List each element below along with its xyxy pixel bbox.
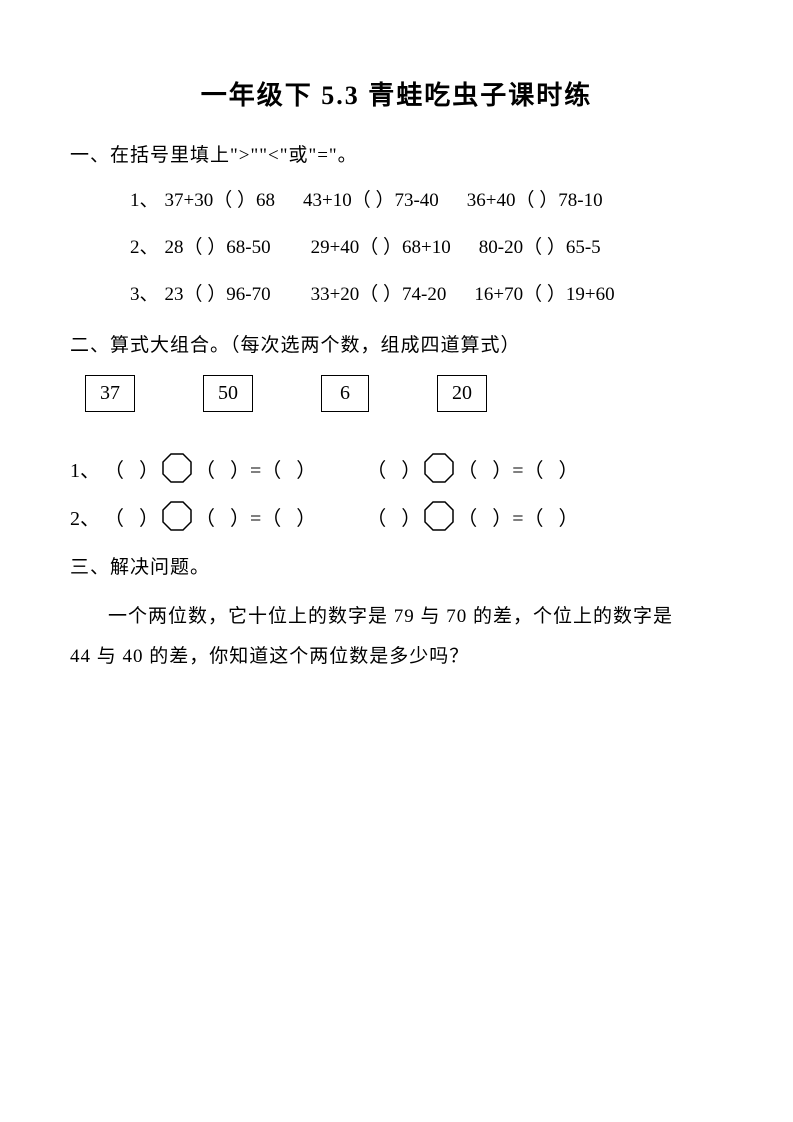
paren: （ ） [104,454,159,483]
comparison-item: 80-20（ ）65-5 [479,232,601,259]
comparison-item: 23（ ）96-70 [165,279,271,306]
row-number: 2、 [130,232,159,259]
problem-line1: 一个两位数，它十位上的数字是 79 与 70 的差，个位上的数字是 [70,597,723,637]
equation-row-1: 1、 （ ） （ ）=（ ） （ ） （ ）=（ ） [70,452,723,484]
octagon-icon [161,500,193,532]
paren: （ ） [104,502,159,531]
comparison-item: 37+30（ ）68 [165,185,275,212]
problem-line2: 44 与 40 的差，你知道这个两位数是多少吗？ [70,637,723,677]
equation-number: 2、 [70,502,100,531]
equation-row-2: 2、 （ ） （ ）=（ ） （ ） （ ）=（ ） [70,500,723,532]
paren: （ ）=（ ） [457,454,578,483]
paren: （ ） [366,502,421,531]
paren: （ ）=（ ） [195,454,316,483]
section2-heading: 二、算式大组合。（每次选两个数，组成四道算式） [70,330,723,357]
octagon-icon [423,452,455,484]
equation-group: （ ） （ ）=（ ） [104,500,316,532]
number-box: 6 [321,375,369,412]
section3-heading: 三、解决问题。 [70,552,723,579]
comparison-row-1: 1、 37+30（ ）68 43+10（ ）73-40 36+40（ ）78-1… [130,185,723,212]
section1-content: 1、 37+30（ ）68 43+10（ ）73-40 36+40（ ）78-1… [130,185,723,306]
number-box: 20 [437,375,487,412]
page-title: 一年级下 5.3 青蛙吃虫子课时练 [70,75,723,112]
comparison-item: 28（ ）68-50 [165,232,271,259]
comparison-item: 33+20（ ）74-20 [311,279,447,306]
octagon-icon [423,500,455,532]
row-number: 3、 [130,279,159,306]
comparison-row-2: 2、 28（ ）68-50 29+40（ ）68+10 80-20（ ）65-5 [130,232,723,259]
number-box: 37 [85,375,135,412]
section2-equations: 1、 （ ） （ ）=（ ） （ ） （ ）=（ ） 2、 （ ） （ ）=（ … [70,452,723,532]
comparison-item: 36+40（ ）78-10 [467,185,603,212]
row-number: 1、 [130,185,159,212]
octagon-icon [161,452,193,484]
equation-number: 1、 [70,454,100,483]
section1-heading: 一、在括号里填上">""<"或"="。 [70,140,723,167]
comparison-item: 16+70（ ）19+60 [474,279,614,306]
comparison-row-3: 3、 23（ ）96-70 33+20（ ）74-20 16+70（ ）19+6… [130,279,723,306]
paren: （ ） [366,454,421,483]
equation-group: （ ） （ ）=（ ） [366,500,578,532]
number-box: 50 [203,375,253,412]
equation-group: （ ） （ ）=（ ） [104,452,316,484]
equation-group: （ ） （ ）=（ ） [366,452,578,484]
paren: （ ）=（ ） [195,502,316,531]
comparison-item: 29+40（ ）68+10 [311,232,451,259]
number-boxes-container: 37 50 6 20 [85,375,723,412]
comparison-item: 43+10（ ）73-40 [303,185,439,212]
paren: （ ）=（ ） [457,502,578,531]
